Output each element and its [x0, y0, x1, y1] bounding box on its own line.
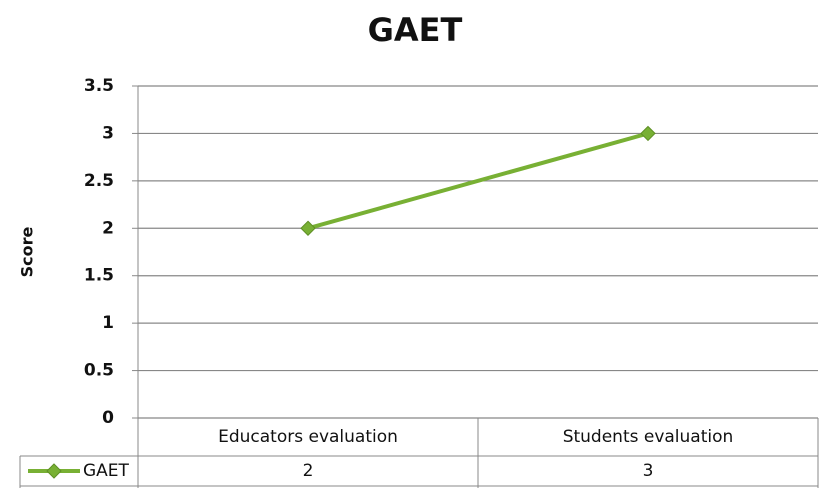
marker — [640, 125, 656, 142]
table-value: 3 — [643, 461, 654, 481]
line — [307, 131, 649, 231]
y-tick-label: 2 — [102, 218, 114, 238]
y-tick-label: 2.5 — [84, 171, 114, 191]
y-axis-label: Score — [18, 226, 37, 277]
x-tick-label: Students evaluation — [563, 427, 734, 447]
table-value: 2 — [303, 461, 314, 481]
y-tick-label: 3.5 — [84, 76, 114, 96]
y-tick-label: 1.5 — [84, 266, 114, 286]
marker — [300, 220, 316, 236]
legend-label: GAET — [83, 461, 130, 481]
x-tick-label: Educators evaluation — [218, 427, 398, 447]
y-tick-label: 0.5 — [84, 361, 114, 381]
y-tick-label: 3 — [102, 123, 114, 143]
y-tick-label: 1 — [102, 313, 114, 333]
legend-marker — [46, 463, 62, 479]
y-tick-label: 0 — [102, 408, 114, 428]
chart-title: GAET — [368, 11, 463, 49]
